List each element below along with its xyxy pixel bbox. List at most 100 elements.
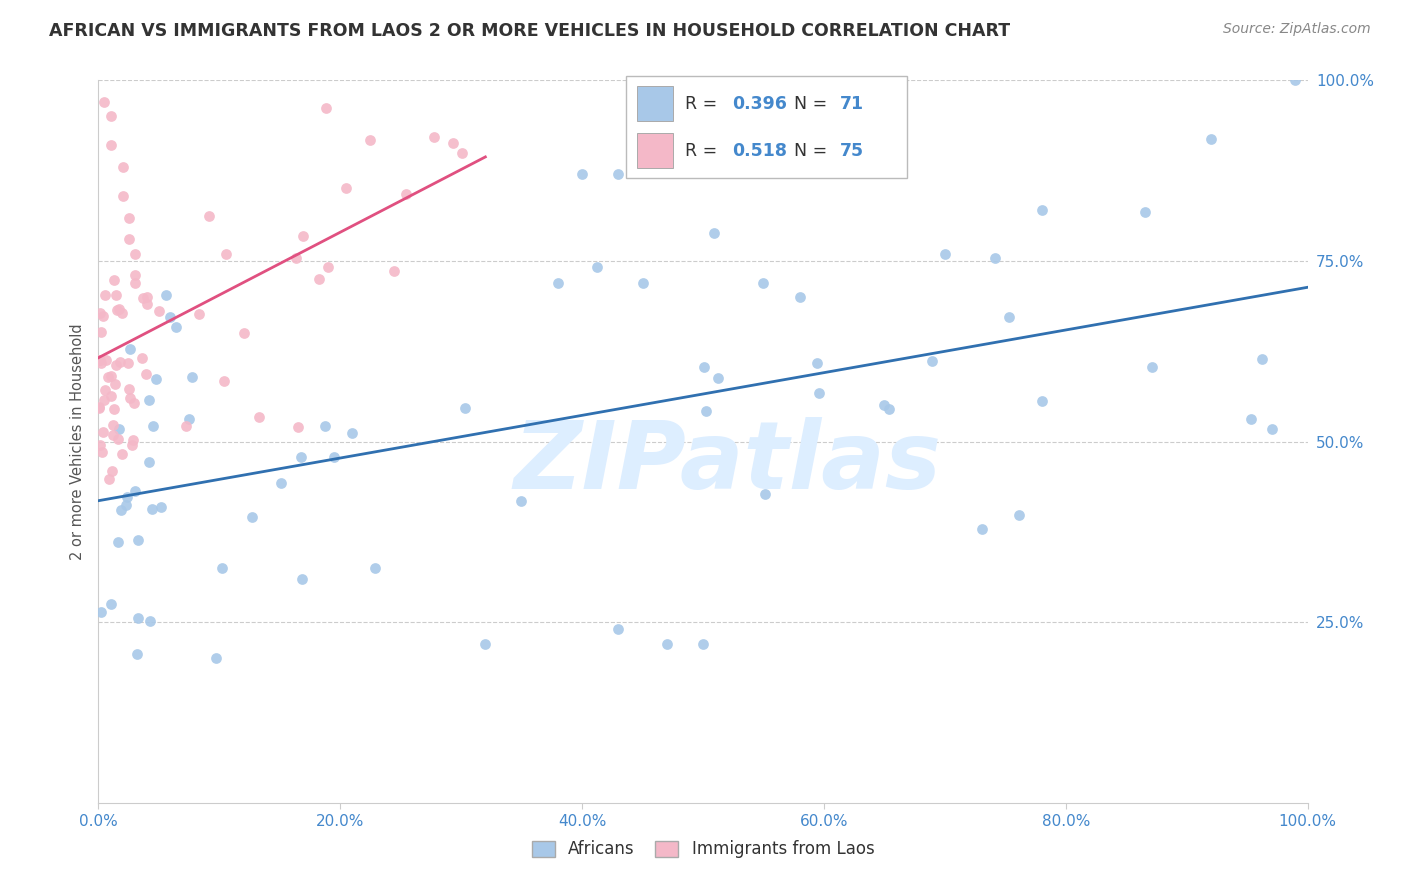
Point — [103, 417, 125, 432]
Point — [135, 367, 157, 381]
Point — [125, 647, 148, 661]
Point — [145, 372, 167, 386]
Point — [100, 597, 122, 611]
Point — [138, 393, 160, 408]
Point — [114, 498, 136, 512]
Text: AFRICAN VS IMMIGRANTS FROM LAOS 2 OR MORE VEHICLES IN HOUSEHOLD CORRELATION CHAR: AFRICAN VS IMMIGRANTS FROM LAOS 2 OR MOR… — [49, 22, 1011, 40]
Point — [91, 310, 114, 324]
Point — [115, 490, 138, 504]
Bar — [637, 87, 673, 121]
Point — [159, 310, 181, 325]
Point — [94, 352, 117, 367]
Point — [105, 288, 128, 302]
Point — [693, 359, 716, 374]
Point — [90, 325, 112, 339]
Point — [98, 472, 121, 486]
Point — [89, 401, 111, 416]
Point — [970, 522, 993, 536]
Point — [270, 475, 292, 490]
Point — [90, 445, 112, 459]
Point — [90, 605, 112, 619]
Point — [127, 611, 149, 625]
Point — [984, 252, 1007, 266]
Point — [181, 369, 204, 384]
Point — [100, 138, 122, 153]
Point — [474, 637, 496, 651]
Point — [111, 306, 134, 320]
Point — [131, 351, 153, 366]
Point — [232, 326, 254, 340]
Point — [89, 401, 111, 415]
Point — [103, 401, 125, 416]
Point — [124, 276, 146, 290]
Point — [100, 388, 122, 402]
Point — [1284, 73, 1306, 87]
Point — [335, 181, 357, 195]
Point — [97, 370, 120, 384]
Point — [707, 371, 730, 385]
Point — [314, 419, 336, 434]
Point — [150, 500, 173, 514]
Point — [752, 276, 775, 290]
Point — [934, 246, 956, 260]
Point — [118, 382, 141, 396]
Point — [91, 425, 114, 439]
Point — [291, 572, 314, 586]
Point — [215, 246, 238, 260]
Point — [165, 319, 187, 334]
Point — [1140, 360, 1163, 375]
Point — [118, 391, 141, 405]
Point — [607, 167, 630, 181]
Point — [93, 392, 115, 407]
Point — [789, 290, 811, 304]
Point — [122, 433, 145, 447]
Point — [89, 437, 111, 451]
Point — [121, 438, 143, 452]
Point — [586, 260, 609, 274]
Point — [1250, 351, 1272, 366]
Point — [211, 561, 233, 575]
Point — [290, 450, 312, 464]
Point — [323, 450, 346, 465]
Point — [111, 447, 134, 461]
Point — [692, 637, 714, 651]
Point — [998, 310, 1021, 324]
Point — [359, 133, 381, 147]
Point — [284, 251, 307, 265]
Point — [104, 376, 127, 391]
Point — [105, 302, 128, 317]
Point — [89, 306, 111, 320]
Text: 0.396: 0.396 — [733, 95, 787, 112]
Point — [291, 229, 314, 244]
Text: 75: 75 — [839, 142, 863, 160]
Point — [655, 637, 678, 651]
Point — [198, 209, 221, 223]
Point — [1031, 203, 1053, 218]
Point — [395, 187, 418, 202]
Point — [571, 167, 593, 181]
Point — [177, 411, 200, 425]
Point — [139, 614, 162, 628]
Point — [1201, 131, 1223, 145]
Point — [510, 494, 533, 508]
Point — [118, 232, 141, 246]
Point — [94, 287, 117, 301]
Point — [118, 211, 141, 225]
Point — [124, 396, 146, 410]
Point — [308, 272, 330, 286]
Point — [141, 502, 163, 516]
Point — [1008, 508, 1031, 523]
Point — [441, 136, 464, 150]
Point — [124, 483, 146, 498]
Point — [631, 276, 654, 290]
Point — [124, 268, 146, 283]
Point — [450, 145, 472, 160]
Point — [135, 290, 157, 304]
Point — [110, 503, 132, 517]
Text: R =: R = — [685, 95, 723, 112]
Point — [187, 307, 209, 321]
Point — [138, 455, 160, 469]
Point — [142, 419, 165, 434]
Point — [205, 651, 228, 665]
Text: 0.518: 0.518 — [733, 142, 787, 160]
